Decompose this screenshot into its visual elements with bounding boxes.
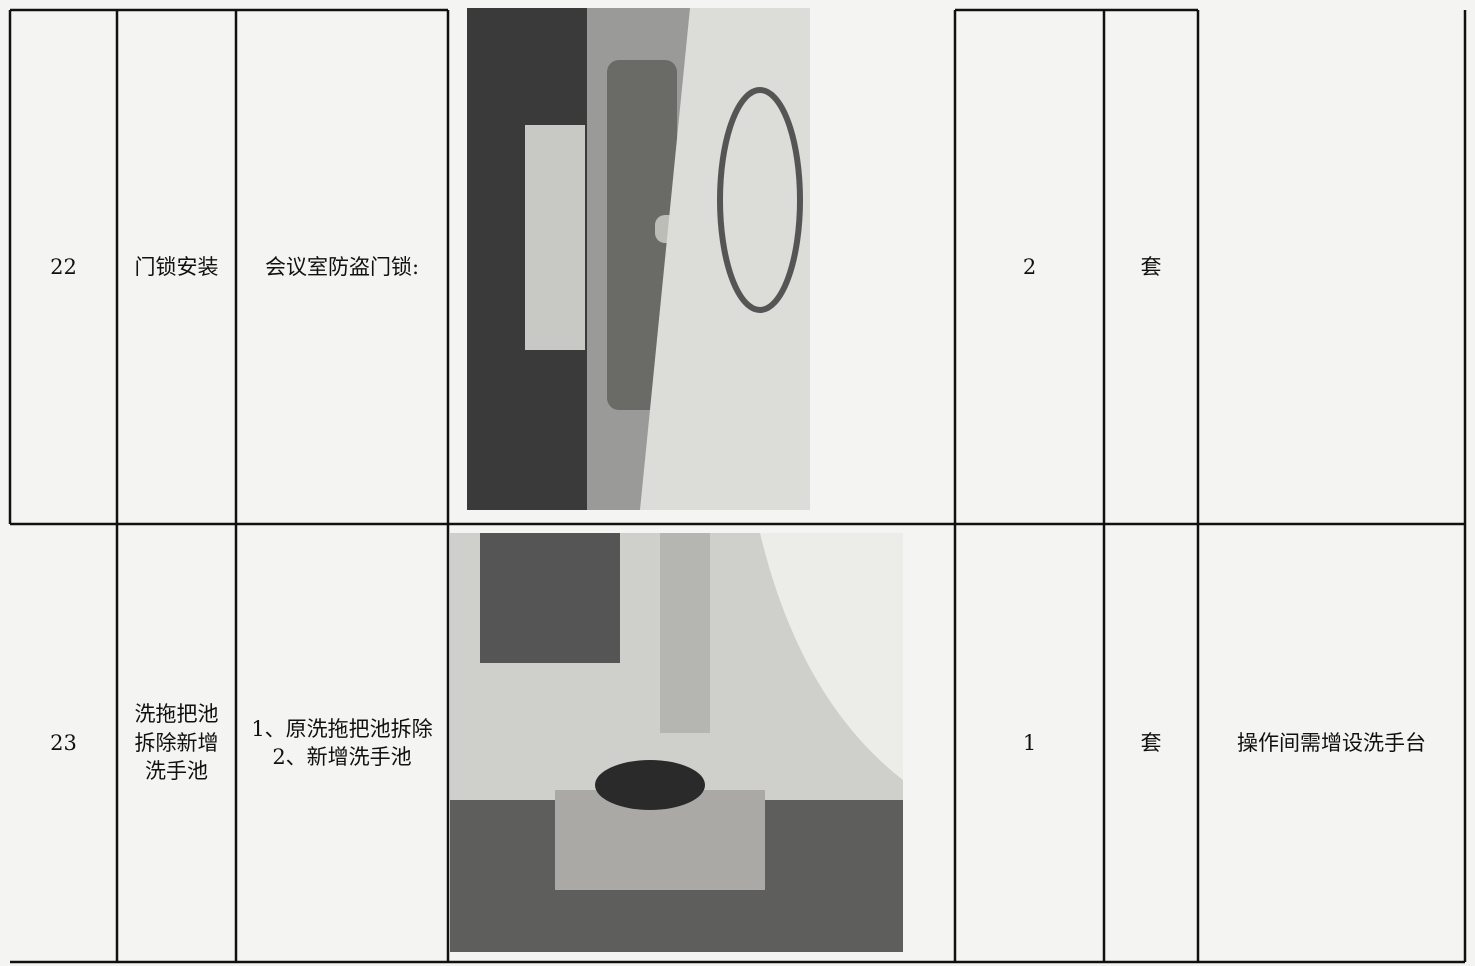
row-number: 23 [50,730,77,755]
quantity: 1 [1022,730,1037,755]
quantity: 2 [1022,254,1037,279]
item: 门锁安装 [134,254,219,279]
description-line: 会议室防盗门锁: [264,254,420,279]
unit: 套 [1140,730,1162,755]
unit: 套 [1140,254,1162,279]
photo-sink [450,533,903,952]
row-number: 22 [50,254,77,279]
description: 1、原洗拖把池拆除 2、新增洗手池 [236,524,448,962]
item: 洗拖把池拆除新增洗手池 [134,702,219,784]
description-line: 2、新增洗手池 [272,745,412,769]
description: 会议室防盗门锁: [236,10,448,524]
remark: 操作间需增设洗手台 [1237,730,1426,755]
photo-door-lock [467,8,810,510]
description-line: 1、原洗拖把池拆除 [251,716,433,741]
